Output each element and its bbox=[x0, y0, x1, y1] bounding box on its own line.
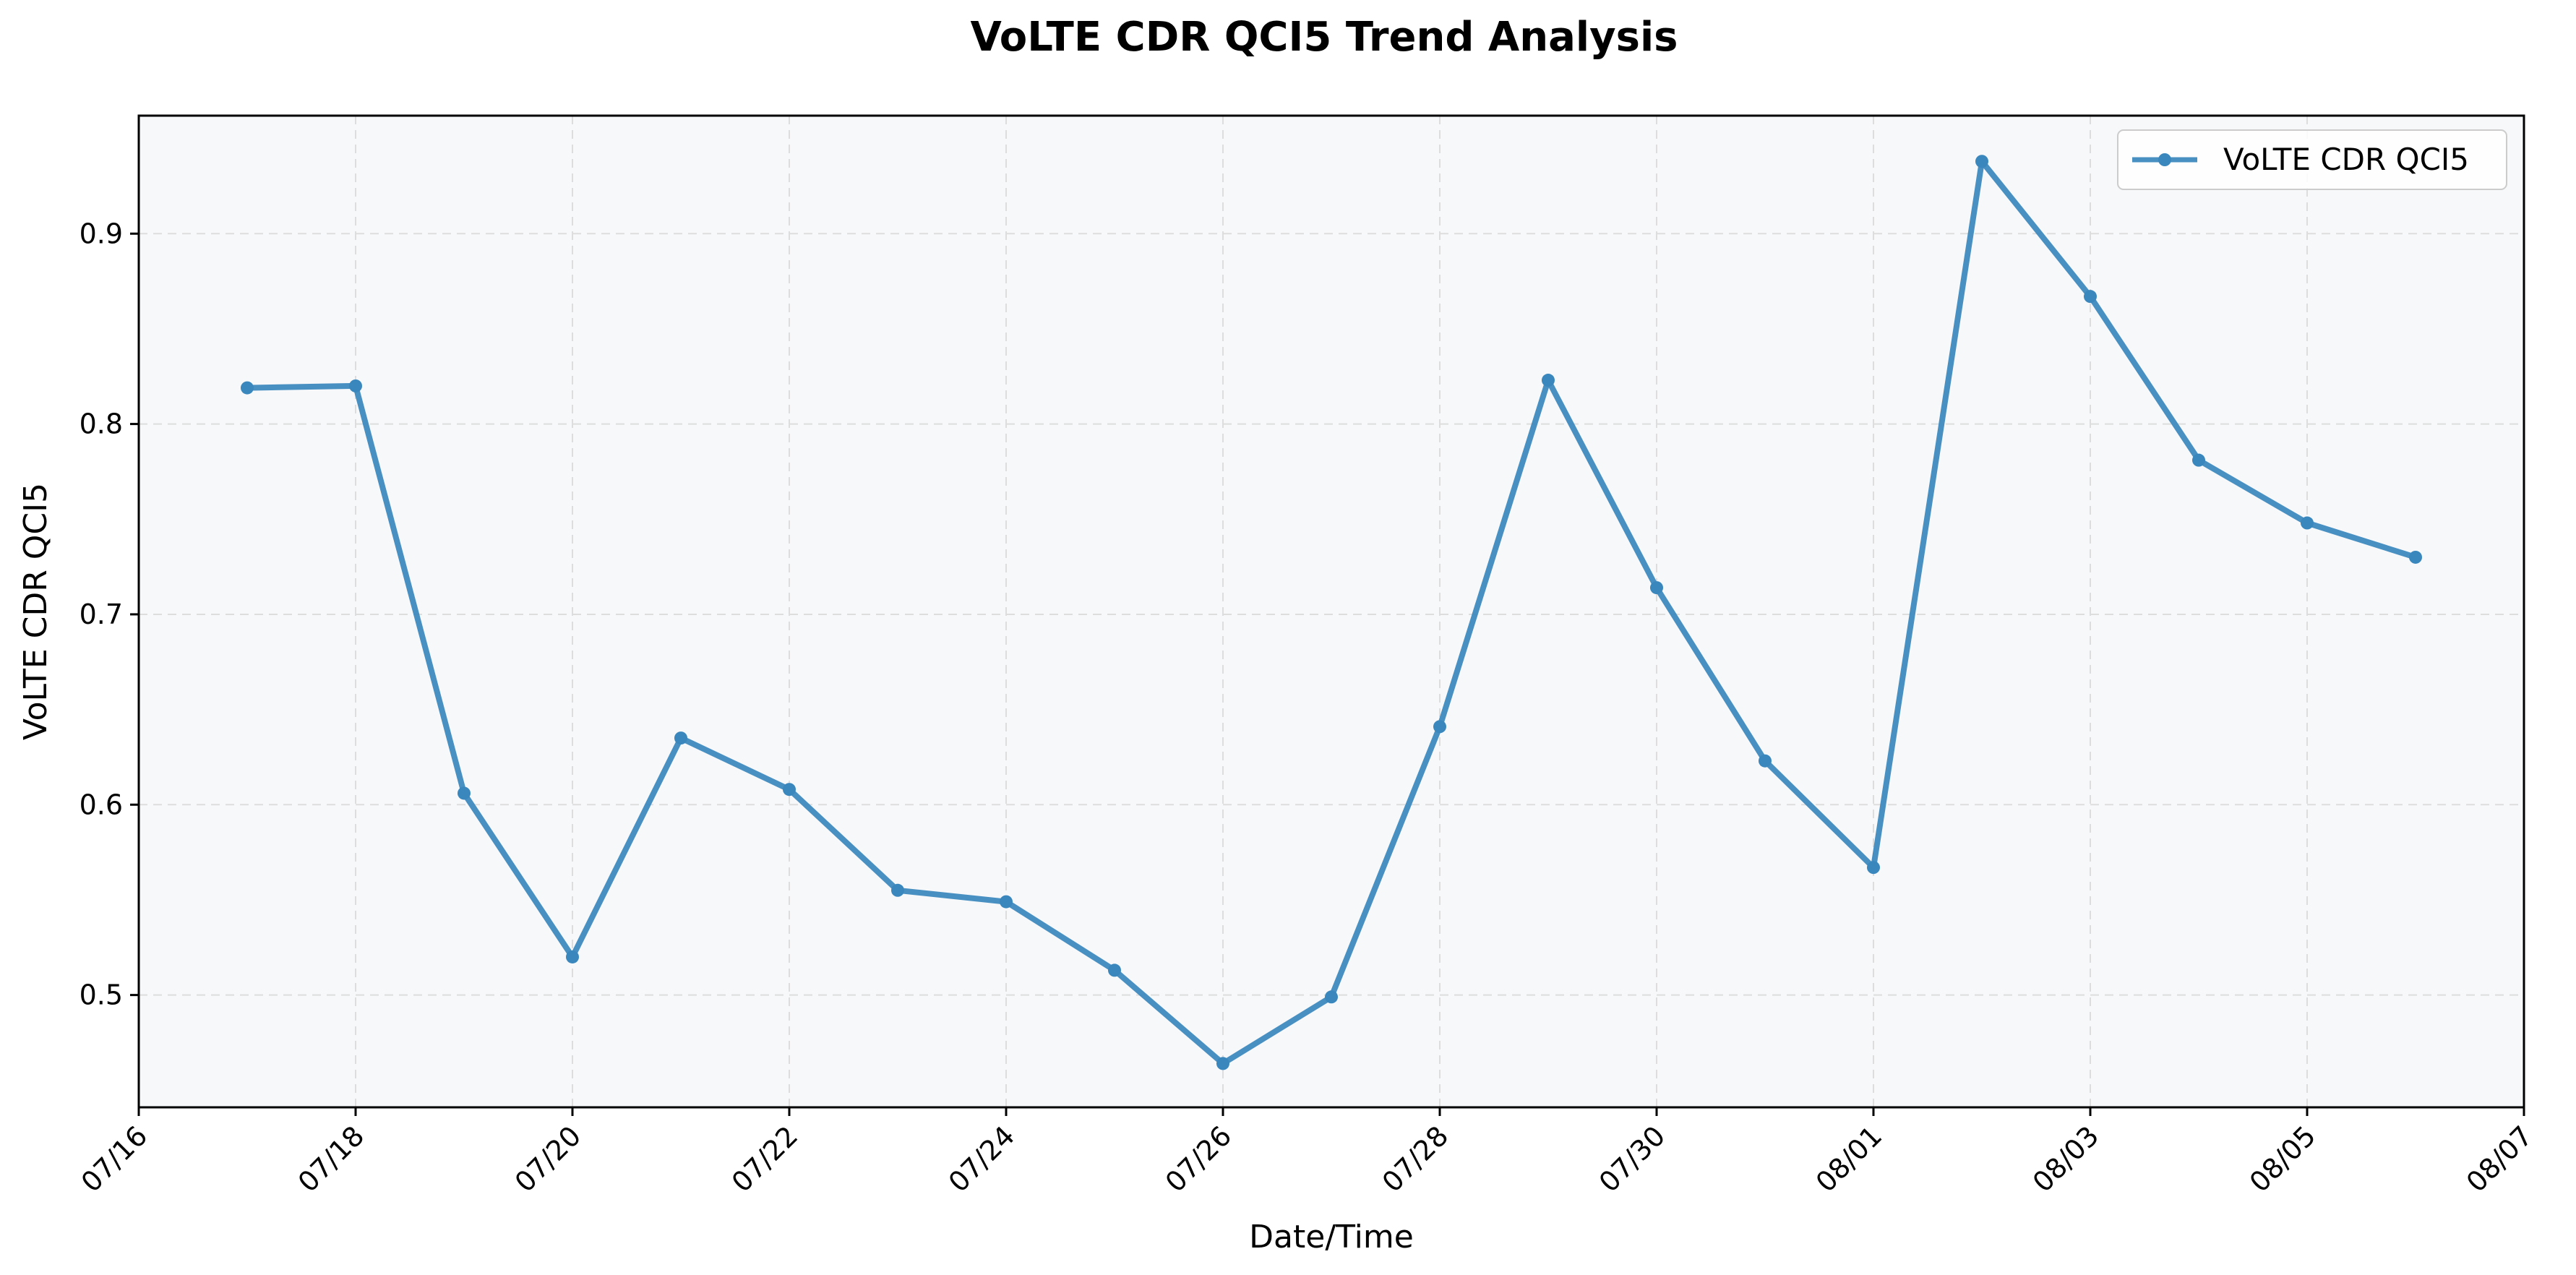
x-tick-label: 07/28 bbox=[1376, 1120, 1455, 1198]
x-tick-label: 07/26 bbox=[1159, 1120, 1238, 1198]
plot-frame bbox=[137, 114, 2525, 1109]
x-tick-label: 08/05 bbox=[2244, 1120, 2322, 1198]
y-tick-label: 0.9 bbox=[80, 218, 123, 249]
data-point bbox=[241, 381, 254, 395]
data-point bbox=[566, 950, 579, 963]
data-point bbox=[2192, 453, 2205, 467]
x-tick-label: 08/03 bbox=[2027, 1120, 2105, 1198]
data-point bbox=[891, 883, 904, 897]
data-point bbox=[1975, 155, 1988, 168]
x-tick-label: 08/01 bbox=[1810, 1120, 1889, 1198]
data-point bbox=[1325, 990, 1338, 1004]
series-layer bbox=[241, 155, 2422, 1070]
data-point bbox=[458, 786, 471, 800]
plot-area bbox=[139, 116, 2524, 1107]
data-point bbox=[1433, 720, 1446, 734]
data-point bbox=[2084, 290, 2097, 304]
y-axis-label: VoLTE CDR QCI5 bbox=[17, 483, 54, 740]
x-tick-label: 07/22 bbox=[726, 1120, 804, 1198]
y-tick-label: 0.7 bbox=[80, 598, 123, 630]
data-point bbox=[349, 379, 362, 392]
legend-box bbox=[2117, 129, 2507, 190]
x-tick-label: 07/30 bbox=[1593, 1120, 1672, 1198]
data-point bbox=[2301, 516, 2314, 530]
data-point bbox=[2409, 550, 2422, 564]
x-tick-label: 08/07 bbox=[2460, 1120, 2539, 1198]
legend-series-marker bbox=[2158, 153, 2171, 166]
y-tick-label: 0.6 bbox=[80, 789, 123, 820]
data-point bbox=[1216, 1057, 1229, 1070]
data-point bbox=[1759, 754, 1772, 768]
x-axis-label: Date/Time bbox=[1249, 1219, 1414, 1255]
data-point bbox=[1542, 374, 1555, 387]
legend: VoLTE CDR QCI5 bbox=[2117, 129, 2507, 190]
x-tick-label: 07/16 bbox=[75, 1120, 154, 1198]
legend-series-label: VoLTE CDR QCI5 bbox=[2223, 142, 2469, 177]
y-tick-label: 0.8 bbox=[80, 408, 123, 440]
data-point bbox=[783, 783, 796, 797]
data-point bbox=[1108, 963, 1121, 977]
chart-title: VoLTE CDR QCI5 Trend Analysis bbox=[971, 14, 1678, 61]
x-tick-label: 07/18 bbox=[292, 1120, 371, 1198]
data-point bbox=[1000, 895, 1013, 909]
x-tick-label: 07/24 bbox=[943, 1120, 1021, 1198]
data-point bbox=[674, 731, 687, 745]
data-point bbox=[1867, 861, 1880, 875]
y-tick-label: 0.5 bbox=[80, 979, 123, 1011]
data-point bbox=[1650, 581, 1663, 595]
x-tick-label: 07/20 bbox=[509, 1120, 588, 1198]
